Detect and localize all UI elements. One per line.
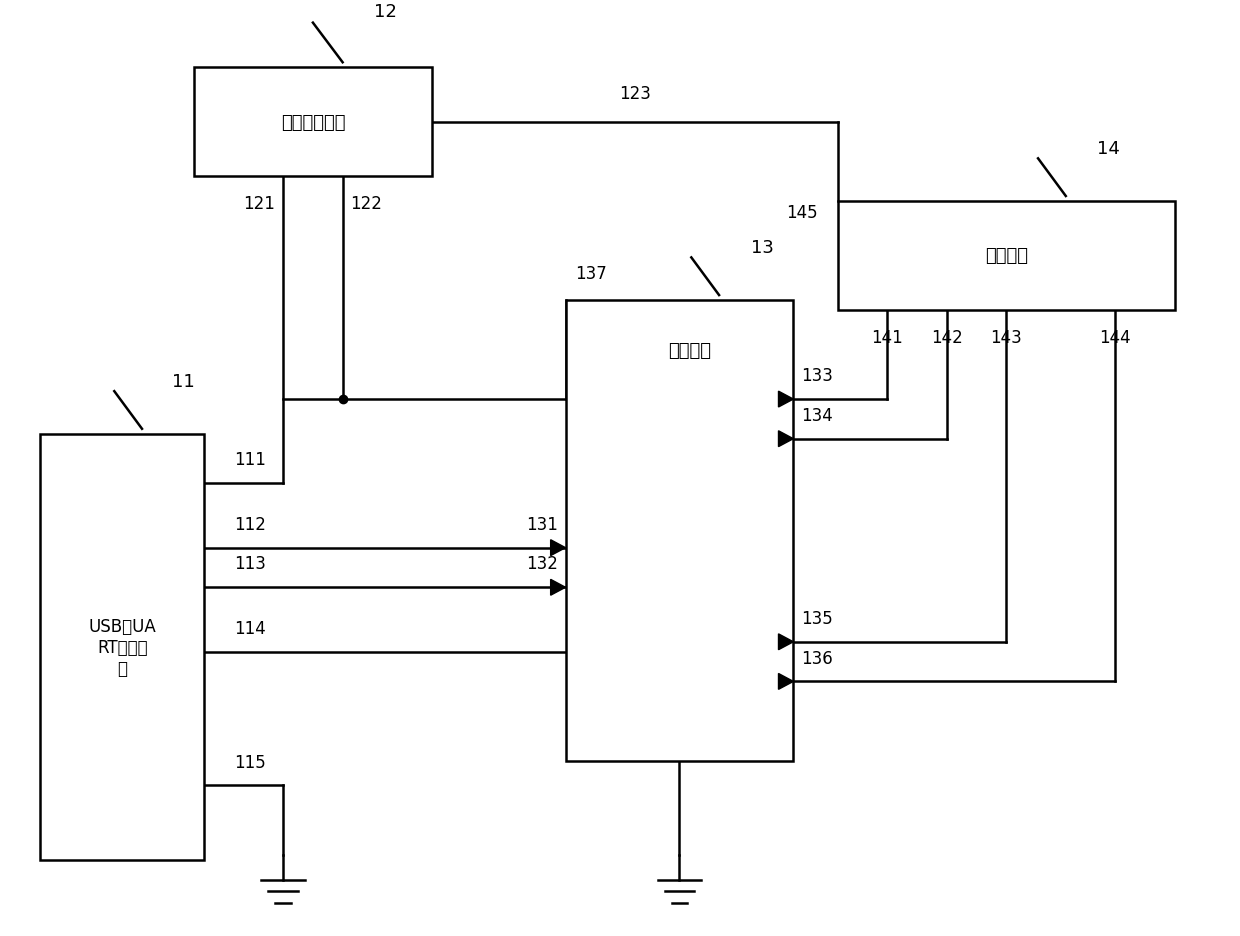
Text: 113: 113	[233, 555, 265, 573]
Text: 135: 135	[801, 609, 833, 627]
Polygon shape	[779, 431, 794, 447]
Text: 122: 122	[351, 195, 382, 212]
Text: 电源管理芯片: 电源管理芯片	[280, 113, 345, 132]
Text: 142: 142	[931, 329, 962, 346]
Text: 143: 143	[991, 329, 1022, 346]
Polygon shape	[551, 540, 565, 556]
Polygon shape	[779, 392, 794, 407]
Text: 137: 137	[575, 265, 608, 283]
Text: 133: 133	[801, 367, 833, 385]
Text: 12: 12	[374, 3, 397, 21]
Text: 114: 114	[233, 619, 265, 637]
Polygon shape	[779, 674, 794, 690]
Text: 115: 115	[233, 753, 265, 770]
Text: 144: 144	[1100, 329, 1131, 346]
Text: 132: 132	[526, 555, 558, 573]
Text: 121: 121	[243, 195, 275, 212]
Text: 123: 123	[619, 85, 651, 103]
Text: 112: 112	[233, 515, 265, 534]
Bar	[565, 300, 794, 761]
Text: 141: 141	[872, 329, 904, 346]
Polygon shape	[551, 579, 565, 595]
Text: 111: 111	[233, 451, 265, 469]
Text: 136: 136	[801, 649, 833, 666]
Bar	[838, 202, 1174, 311]
Text: 11: 11	[171, 373, 195, 390]
Text: 处理芯片: 处理芯片	[985, 247, 1028, 265]
Text: 13: 13	[750, 240, 774, 257]
Text: USB与UA
RT复用接
口: USB与UA RT复用接 口	[88, 617, 156, 677]
Bar	[41, 434, 203, 860]
Text: 145: 145	[786, 203, 818, 222]
Bar	[193, 68, 432, 177]
Text: 134: 134	[801, 406, 833, 424]
Text: 131: 131	[526, 515, 558, 534]
Text: 切换开关: 切换开关	[668, 341, 711, 359]
Polygon shape	[779, 635, 794, 650]
Text: 14: 14	[1097, 140, 1121, 158]
